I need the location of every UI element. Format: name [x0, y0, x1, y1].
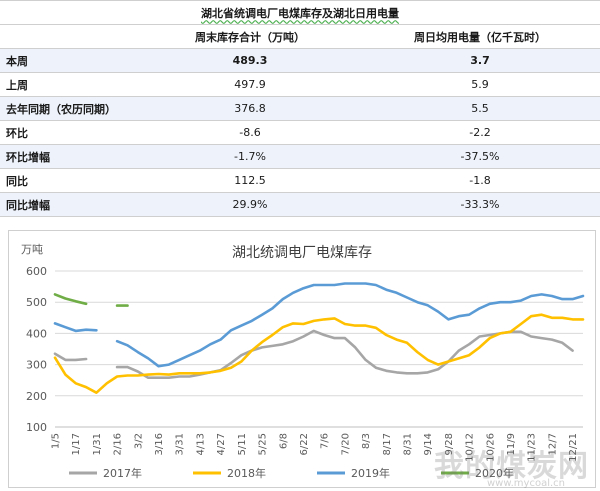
row-label: 同比 [0, 168, 140, 193]
x-tick-label: 11/9 [506, 433, 517, 455]
series-line-2017年 [115, 329, 574, 379]
legend-label: 2018年 [227, 466, 266, 480]
y-tick-label: 300 [26, 359, 47, 372]
series-line-2020年 [53, 293, 88, 306]
stock-value: 489.3 [140, 48, 360, 73]
x-tick-label: 4/27 [216, 433, 227, 455]
table-row: 同比增幅 29.9% -33.3% [0, 192, 600, 217]
power-value: 5.5 [360, 96, 600, 121]
stock-value: -8.6 [140, 120, 360, 145]
legend-label: 2017年 [103, 466, 142, 480]
x-tick-label: 5/25 [258, 433, 269, 455]
y-tick-label: 200 [26, 390, 47, 403]
y-tick-label: 100 [26, 421, 47, 434]
y-tick-label: 500 [26, 296, 47, 309]
x-tick-label: 11/23 [527, 433, 538, 462]
x-tick-label: 1/5 [51, 433, 62, 449]
series-line-2019年 [115, 282, 585, 368]
table-header-row: 周末库存合计（万吨） 周日均用电量（亿千瓦时） [0, 24, 600, 49]
x-tick-label: 1/17 [71, 433, 82, 455]
x-tick-label: 10/12 [465, 433, 476, 462]
x-tick-label: 10/26 [485, 433, 496, 462]
row-label: 环比增幅 [0, 144, 140, 169]
table-row: 同比 112.5 -1.8 [0, 168, 600, 193]
row-label: 同比增幅 [0, 192, 140, 217]
stock-value: 112.5 [140, 168, 360, 193]
table-row: 本周 489.3 3.7 [0, 48, 600, 73]
x-tick-label: 6/8 [278, 433, 289, 449]
table-row: 环比 -8.6 -2.2 [0, 120, 600, 145]
legend-label: 2019年 [351, 466, 390, 480]
x-tick-label: 7/6 [320, 433, 331, 449]
header-empty [0, 24, 140, 49]
power-value: 5.9 [360, 72, 600, 97]
x-tick-label: 12/7 [547, 433, 558, 455]
x-tick-label: 9/14 [423, 433, 434, 455]
x-tick-label: 3/2 [133, 433, 144, 449]
row-label: 上周 [0, 72, 140, 97]
watermark-text: 我的煤炭网 [434, 449, 589, 484]
stock-value: 376.8 [140, 96, 360, 121]
row-label: 本周 [0, 48, 140, 73]
stock-value: 29.9% [140, 192, 360, 217]
chart-title: 湖北统调电厂电煤库存 [232, 245, 372, 261]
series-line-2018年 [53, 313, 585, 394]
table-row: 去年同期（农历同期） 376.8 5.5 [0, 96, 600, 121]
x-tick-label: 2/16 [113, 433, 124, 455]
legend-label: 2020年 [475, 466, 514, 480]
x-tick-label: 8/3 [361, 433, 372, 449]
coal-stock-chart: 湖北统调电厂电煤库存 万吨 100 200 300 400 500 600 1/5 1/17 1/3… [8, 230, 596, 489]
y-tick-label: 600 [26, 265, 47, 278]
header-power: 周日均用电量（亿千瓦时） [360, 24, 600, 49]
row-label: 环比 [0, 120, 140, 145]
row-label: 去年同期（农历同期） [0, 96, 140, 121]
x-tick-label: 8/17 [382, 433, 393, 455]
x-tick-label: 7/20 [340, 433, 351, 455]
coal-stock-table-container: 湖北省统调电厂电煤库存及湖北日用电量 周末库存合计（万吨） 周日均用电量（亿千瓦… [0, 0, 600, 217]
power-value: -1.8 [360, 168, 600, 193]
x-tick-label: 5/11 [237, 433, 248, 455]
stock-value: 497.9 [140, 72, 360, 97]
header-stock: 周末库存合计（万吨） [140, 24, 360, 49]
y-tick-label: 400 [26, 327, 47, 340]
table-title: 湖北省统调电厂电煤库存及湖北日用电量 [0, 0, 600, 25]
table-row: 环比增幅 -1.7% -37.5% [0, 144, 600, 169]
x-tick-label: 8/31 [403, 433, 414, 455]
x-tick-label: 12/21 [568, 433, 579, 462]
power-value: -37.5% [360, 144, 600, 169]
x-tick-label: 4/13 [195, 433, 206, 455]
chart-svg: 湖北统调电厂电煤库存 万吨 100 200 300 400 500 600 1/5 1/17 1/3… [21, 243, 585, 480]
y-axis-unit: 万吨 [21, 243, 43, 256]
power-value: 3.7 [360, 48, 600, 73]
power-value: -2.2 [360, 120, 600, 145]
x-tick-label: 6/22 [299, 433, 310, 455]
coal-stock-table: 湖北省统调电厂电煤库存及湖北日用电量 周末库存合计（万吨） 周日均用电量（亿千瓦… [0, 0, 600, 217]
x-tick-label: 1/31 [92, 433, 103, 455]
power-value: -33.3% [360, 192, 600, 217]
x-tick-label: 3/16 [154, 433, 165, 455]
series-line-2017年 [53, 352, 88, 362]
x-tick-label: 9/28 [444, 433, 455, 455]
x-tick-label: 3/31 [175, 433, 186, 455]
series-line-2019年 [53, 322, 98, 333]
watermark-url: www.mycoal.cn [487, 478, 565, 489]
table-row: 上周 497.9 5.9 [0, 72, 600, 97]
stock-value: -1.7% [140, 144, 360, 169]
